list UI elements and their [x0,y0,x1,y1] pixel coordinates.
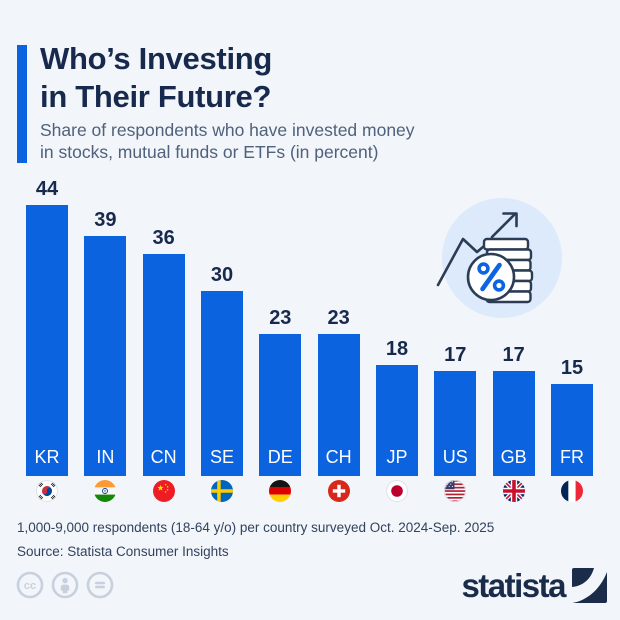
bar-value-label: 18 [385,338,409,360]
france-flag-icon [560,480,583,502]
united-kingdom-flag-icon [502,480,525,502]
subtitle-line-1: Share of respondents who have invested m… [40,120,415,140]
title-line-1: Who’s Investing [40,41,273,76]
united-states-flag-icon [444,480,467,502]
japan-flag-icon [385,480,408,502]
bar-column-fr: 15 FR [550,356,593,502]
bar: GB [492,371,535,476]
bar-country-code: GB [500,447,527,467]
bar-column-se: 30 SE [200,264,243,502]
survey-note: 1,000-9,000 respondents (18-64 y/o) per … [17,520,495,535]
bar-column-jp: 18 JP [375,338,418,502]
page-title: Who’s Investing in Their Future? [40,40,272,116]
bar: CN [142,254,185,476]
bar: SE [200,291,243,476]
bar-value-label: 17 [444,344,467,367]
bar: FR [550,383,593,476]
bar-country-code: DE [267,447,293,467]
bar: US [434,371,477,476]
bar-column-us: 17 US [434,344,477,502]
bar-value-label: 39 [94,208,117,231]
bar-country-code: US [442,447,468,467]
india-flag-icon [94,480,117,502]
statista-logo-mark-icon [572,568,607,603]
bar-country-code: SE [209,447,234,467]
bar-chart: 44 KR 39 IN 36 CN 30 SE 23 DE 23 CH 18 JP 17 US 17 GB 15 FR [26,177,593,502]
title-line-2: in Their Future? [40,79,272,114]
bar-value-label: 15 [560,356,584,379]
bar-column-gb: 17 GB [492,344,535,502]
bar-value-label: 30 [210,264,234,286]
subtitle-line-2: in stocks, mutual funds or ETFs (in perc… [40,142,379,162]
bar: CH [317,334,360,476]
bar: DE [259,334,302,476]
bar-value-label: 17 [502,344,525,367]
statista-logo: statista [461,568,607,603]
sweden-flag-icon [210,480,233,502]
germany-flag-icon [269,480,292,502]
bar-value-label: 23 [269,307,292,330]
bar-country-code: JP [386,447,408,467]
bar-column-ch: 23 CH [317,307,360,502]
bar-column-in: 39 IN [84,208,127,502]
bar-country-code: KR [34,447,60,467]
bar-column-cn: 36 CN [142,227,185,502]
bar: KR [26,204,68,476]
footer: 1,000-9,000 respondents (18-64 y/o) per … [17,516,494,564]
bar: IN [84,235,127,476]
switzerland-flag-icon [327,480,350,502]
title-accent-bar [17,45,27,163]
bar-country-code: FR [559,447,584,467]
bar-value-label: 36 [152,227,175,249]
attribution-icon [51,571,79,599]
bar-column-kr: 44 KR [26,177,68,502]
bar-country-code: CN [150,447,177,467]
statista-logo-text: statista [461,567,566,604]
cc-icon: cc [16,571,44,599]
source-line: Source: Statista Consumer Insights [17,544,229,559]
bar: JP [375,365,418,476]
chart-subtitle: Share of respondents who have invested m… [40,119,415,163]
license-icons: cc [16,571,114,599]
no-derivatives-icon [86,571,114,599]
bar-country-code: CH [325,447,352,467]
china-flag-icon [152,480,175,502]
bar-column-de: 23 DE [259,307,302,502]
south-korea-flag-icon [36,480,58,502]
bar-value-label: 23 [327,307,350,330]
bar-value-label: 44 [35,177,59,200]
svg-text:cc: cc [24,580,36,592]
bar-country-code: IN [96,447,115,467]
percent-coins-growth-icon [430,195,570,325]
